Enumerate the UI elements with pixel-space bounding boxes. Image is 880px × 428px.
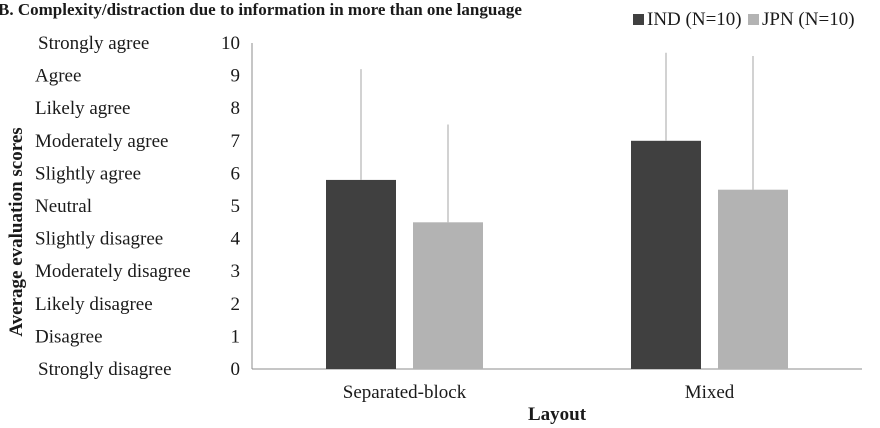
y-tick-value: 7 [231,131,241,152]
y-tick-value: 1 [231,326,241,347]
y-tick-value: 5 [231,196,241,217]
y-tick-value: 3 [231,261,241,282]
bar [718,189,788,369]
y-tick-label: Strongly agree [38,33,149,54]
y-axis-tick-values: 0 1 2 3 4 5 6 7 8 9 10 [221,33,241,380]
x-tick-label: Separated-block [343,382,467,403]
category-labels: Separated-block Mixed [343,382,735,403]
x-tick-label: Mixed [685,382,735,403]
y-tick-label: Neutral [35,196,92,217]
y-tick-value: 2 [231,294,241,315]
y-tick-label: Moderately disagree [35,261,191,282]
legend-swatch [633,14,644,25]
y-tick-label: Disagree [35,326,103,347]
error-bars [360,52,754,223]
y-tick-label: Agree [35,66,81,87]
bar [326,179,396,369]
legend-label: JPN (N=10) [762,9,855,30]
bars [326,140,788,369]
y-tick-value: 0 [231,359,241,380]
y-tick-label: Slightly disagree [35,229,163,250]
y-tick-value: 9 [231,66,241,87]
chart-title: B. Complexity/distraction due to informa… [0,0,522,19]
bar [413,222,483,369]
y-tick-label: Moderately agree [35,131,168,152]
y-tick-value: 10 [221,33,240,54]
legend-label: IND (N=10) [647,9,742,30]
bar [631,140,701,369]
y-tick-label: Likely disagree [35,294,153,315]
y-tick-label: Slightly agree [35,163,141,184]
y-axis-labels: Strongly disagree Disagree Likely disagree… [35,33,191,380]
y-tick-value: 4 [231,229,241,250]
y-axis-title: Average evaluation scores [6,127,27,336]
x-axis-title: Layout [528,404,587,425]
y-tick-label: Strongly disagree [38,359,172,380]
y-tick-value: 8 [231,98,241,119]
legend: IND (N=10) JPN (N=10) [633,9,855,30]
legend-swatch [748,14,759,25]
y-tick-value: 6 [231,163,241,184]
y-tick-label: Likely agree [35,98,130,119]
